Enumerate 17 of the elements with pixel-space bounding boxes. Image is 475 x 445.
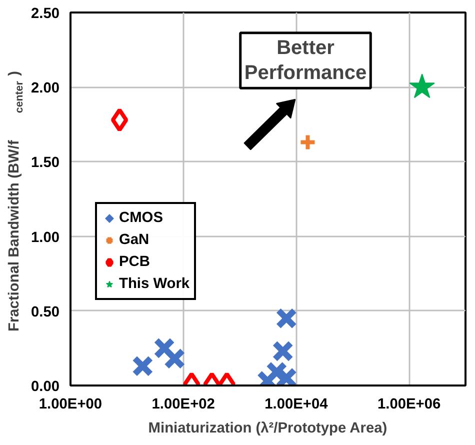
x-axis-title: Miniaturization (λ²/Prototype Area) — [148, 420, 388, 436]
x-tick-label: 1.00E+02 — [152, 396, 215, 412]
x-tick-label: 1.00E+06 — [377, 396, 441, 412]
legend-label: GaN — [119, 232, 150, 248]
y-tick-label: 0.50 — [30, 304, 60, 320]
y-tick-label: 1.00 — [30, 230, 60, 246]
text: Fractional Bandwidth (BW/fcenter) — [6, 71, 26, 332]
x-tick-label: 1.00E+00 — [38, 396, 102, 412]
y-tick-label: 2.00 — [30, 80, 60, 97]
y-tick-label: 0.00 — [30, 379, 60, 395]
annotation: Better Performance — [244, 36, 367, 84]
y-tick-label: 2.50 — [30, 6, 60, 22]
x-tick-label: 1.00E+04 — [264, 396, 329, 412]
legend-label: PCB — [119, 254, 150, 270]
legend-label: CMOS — [119, 210, 163, 226]
y-tick-label: 1.50 — [30, 155, 60, 172]
legend-label: This Work — [119, 276, 190, 292]
